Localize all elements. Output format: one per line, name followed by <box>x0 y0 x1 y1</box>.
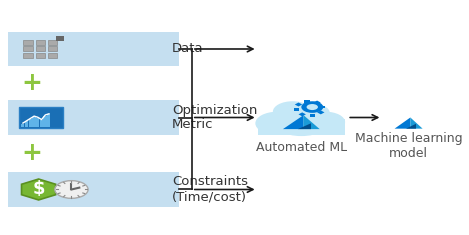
Bar <box>36 53 45 58</box>
Text: Machine learning
model: Machine learning model <box>355 132 462 160</box>
Circle shape <box>307 104 318 110</box>
Text: Data: Data <box>172 43 204 55</box>
Text: +: + <box>22 71 43 95</box>
Bar <box>56 36 64 41</box>
Bar <box>40 120 43 127</box>
Bar <box>295 102 302 106</box>
Bar <box>23 40 33 45</box>
Bar <box>23 46 33 51</box>
Bar <box>47 114 51 127</box>
Bar <box>294 108 299 111</box>
Circle shape <box>255 112 299 135</box>
Text: $: $ <box>32 180 45 199</box>
Polygon shape <box>406 124 416 129</box>
Polygon shape <box>394 118 410 129</box>
Circle shape <box>55 181 88 198</box>
Bar <box>32 117 36 127</box>
Text: +: + <box>22 141 43 165</box>
Bar <box>25 121 28 127</box>
Bar <box>257 119 345 135</box>
Bar <box>313 101 321 105</box>
Circle shape <box>295 104 330 122</box>
Bar <box>36 40 45 45</box>
Bar <box>48 53 57 58</box>
Bar <box>48 46 57 51</box>
FancyBboxPatch shape <box>8 172 179 207</box>
Bar <box>44 116 47 127</box>
Bar <box>36 118 39 127</box>
Bar <box>298 112 306 116</box>
Circle shape <box>271 104 332 136</box>
Circle shape <box>273 101 312 122</box>
FancyBboxPatch shape <box>8 31 179 67</box>
Polygon shape <box>303 115 320 129</box>
Bar <box>21 124 24 127</box>
Bar <box>23 53 33 58</box>
Polygon shape <box>410 118 423 129</box>
Circle shape <box>301 101 323 113</box>
Bar <box>29 119 32 127</box>
Bar <box>320 106 325 108</box>
Polygon shape <box>298 123 311 129</box>
Bar <box>19 107 63 128</box>
Bar <box>48 40 57 45</box>
Bar <box>36 46 45 51</box>
Bar <box>310 114 315 117</box>
FancyBboxPatch shape <box>8 100 179 135</box>
Polygon shape <box>22 179 56 200</box>
Circle shape <box>306 112 345 133</box>
Text: Automated ML: Automated ML <box>256 141 347 154</box>
Bar <box>317 110 325 114</box>
Text: Optimization
Metric: Optimization Metric <box>172 103 257 132</box>
Polygon shape <box>283 115 303 129</box>
Text: Constraints
(Time/cost): Constraints (Time/cost) <box>172 176 248 204</box>
Bar <box>304 100 310 103</box>
